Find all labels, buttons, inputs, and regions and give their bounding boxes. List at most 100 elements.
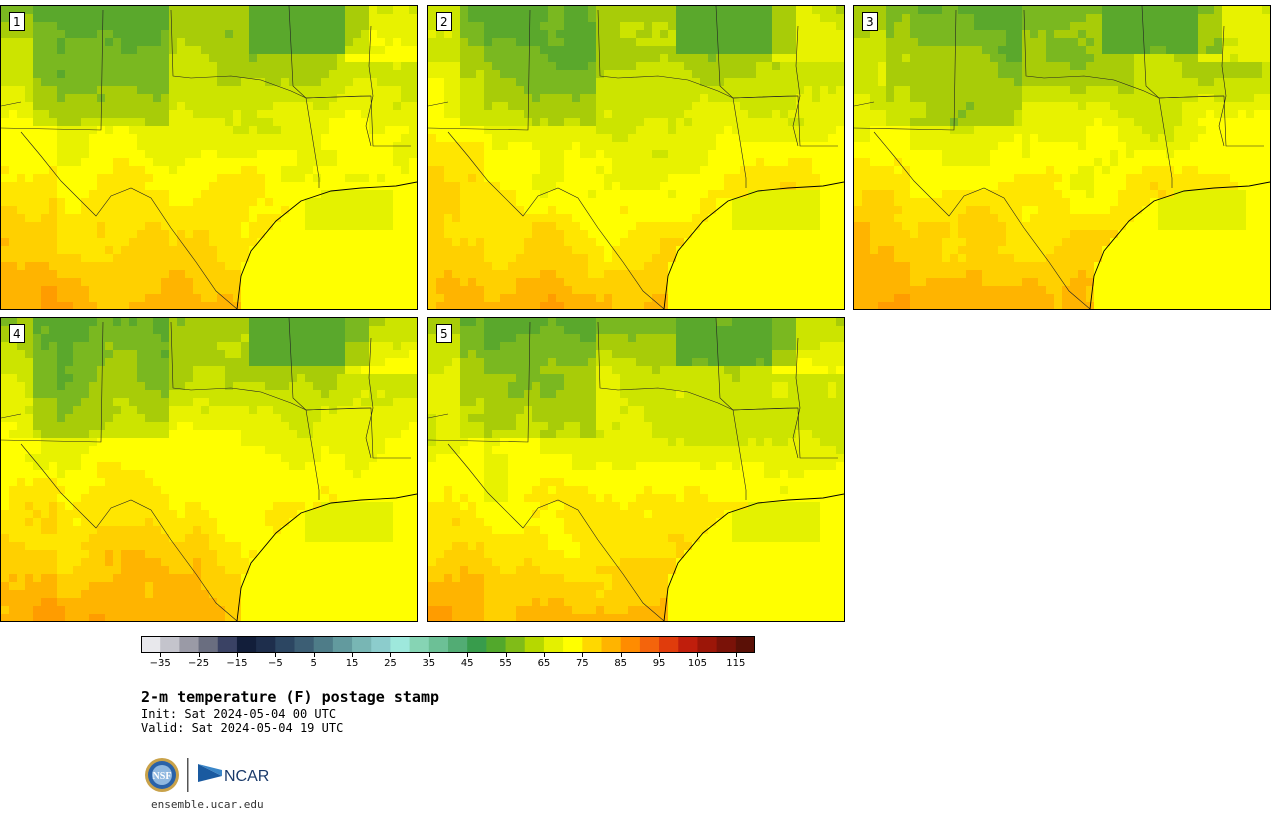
temperature-cell xyxy=(1158,118,1166,126)
temperature-cell xyxy=(209,94,217,102)
temperature-cell xyxy=(572,230,580,238)
temperature-cell xyxy=(428,126,436,134)
temperature-cell xyxy=(313,22,321,30)
temperature-cell xyxy=(772,222,780,230)
temperature-cell xyxy=(121,94,129,102)
temperature-cell xyxy=(636,222,644,230)
temperature-cell xyxy=(321,22,329,30)
temperature-cell xyxy=(1046,142,1054,150)
temperature-cell xyxy=(604,118,612,126)
temperature-cell xyxy=(1150,102,1158,110)
temperature-cell xyxy=(644,94,652,102)
temperature-cell xyxy=(289,278,297,286)
temperature-cell xyxy=(580,30,588,38)
temperature-cell xyxy=(740,198,748,206)
temperature-cell xyxy=(201,294,209,302)
temperature-cell xyxy=(273,38,281,46)
temperature-cell xyxy=(452,94,460,102)
temperature-cell xyxy=(81,254,89,262)
temperature-cell xyxy=(233,38,241,46)
temperature-cell xyxy=(177,150,185,158)
temperature-cell xyxy=(153,254,161,262)
temperature-cell xyxy=(65,70,73,78)
temperature-cell xyxy=(732,54,740,62)
temperature-cell xyxy=(1174,110,1182,118)
temperature-cell xyxy=(772,70,780,78)
temperature-cell xyxy=(772,198,780,206)
temperature-cell xyxy=(409,110,417,118)
temperature-cell xyxy=(1102,134,1110,142)
temperature-cell xyxy=(588,78,596,86)
temperature-cell xyxy=(193,246,201,254)
temperature-cell xyxy=(756,294,764,302)
temperature-cell xyxy=(692,198,700,206)
temperature-cell xyxy=(966,126,974,134)
temperature-cell xyxy=(217,238,225,246)
temperature-cell xyxy=(1102,70,1110,78)
temperature-cell xyxy=(137,190,145,198)
temperature-cell xyxy=(337,262,345,270)
temperature-cell xyxy=(1030,134,1038,142)
temperature-cell xyxy=(1118,102,1126,110)
temperature-cell xyxy=(716,198,724,206)
temperature-cell xyxy=(836,118,844,126)
temperature-cell xyxy=(820,134,828,142)
temperature-cell xyxy=(508,70,516,78)
temperature-cell xyxy=(113,142,121,150)
temperature-cell xyxy=(532,38,540,46)
temperature-cell xyxy=(836,142,844,150)
temperature-cell xyxy=(540,110,548,118)
temperature-cell xyxy=(129,238,137,246)
temperature-cell xyxy=(169,126,177,134)
temperature-cell xyxy=(1006,14,1014,22)
temperature-cell xyxy=(612,70,620,78)
temperature-cell xyxy=(1078,126,1086,134)
temperature-cell xyxy=(217,6,225,14)
temperature-cell xyxy=(273,182,281,190)
temperature-cell xyxy=(854,54,862,62)
temperature-cell xyxy=(902,70,910,78)
temperature-cell xyxy=(385,294,393,302)
temperature-cell xyxy=(492,206,500,214)
temperature-cell xyxy=(548,126,556,134)
temperature-cell xyxy=(836,94,844,102)
temperature-cell xyxy=(249,238,257,246)
temperature-cell xyxy=(668,70,676,78)
temperature-cell xyxy=(444,134,452,142)
temperature-cell xyxy=(193,150,201,158)
temperature-cell xyxy=(732,238,740,246)
temperature-cell xyxy=(345,134,353,142)
temperature-cell xyxy=(281,302,289,309)
temperature-cell xyxy=(894,158,902,166)
temperature-cell xyxy=(468,270,476,278)
temperature-cell xyxy=(33,70,41,78)
temperature-cell xyxy=(1214,54,1222,62)
temperature-cell xyxy=(1046,150,1054,158)
temperature-cell xyxy=(870,94,878,102)
temperature-cell xyxy=(732,78,740,86)
temperature-cell xyxy=(121,38,129,46)
temperature-cell xyxy=(732,262,740,270)
temperature-cell xyxy=(169,294,177,302)
temperature-cell xyxy=(564,70,572,78)
temperature-cell xyxy=(409,286,417,294)
temperature-cell xyxy=(409,254,417,262)
temperature-cell xyxy=(676,278,684,286)
temperature-cell xyxy=(998,94,1006,102)
temperature-cell xyxy=(660,190,668,198)
temperature-cell xyxy=(974,22,982,30)
temperature-cell xyxy=(305,214,313,222)
temperature-cell xyxy=(660,262,668,270)
temperature-cell xyxy=(500,110,508,118)
temperature-cell xyxy=(369,110,377,118)
temperature-cell xyxy=(556,22,564,30)
temperature-cell xyxy=(329,62,337,70)
temperature-cell xyxy=(444,302,452,309)
temperature-cell xyxy=(500,102,508,110)
temperature-cell xyxy=(9,270,17,278)
temperature-cell xyxy=(676,38,684,46)
temperature-cell xyxy=(468,6,476,14)
temperature-cell xyxy=(193,46,201,54)
temperature-cell xyxy=(780,54,788,62)
temperature-cell xyxy=(241,38,249,46)
